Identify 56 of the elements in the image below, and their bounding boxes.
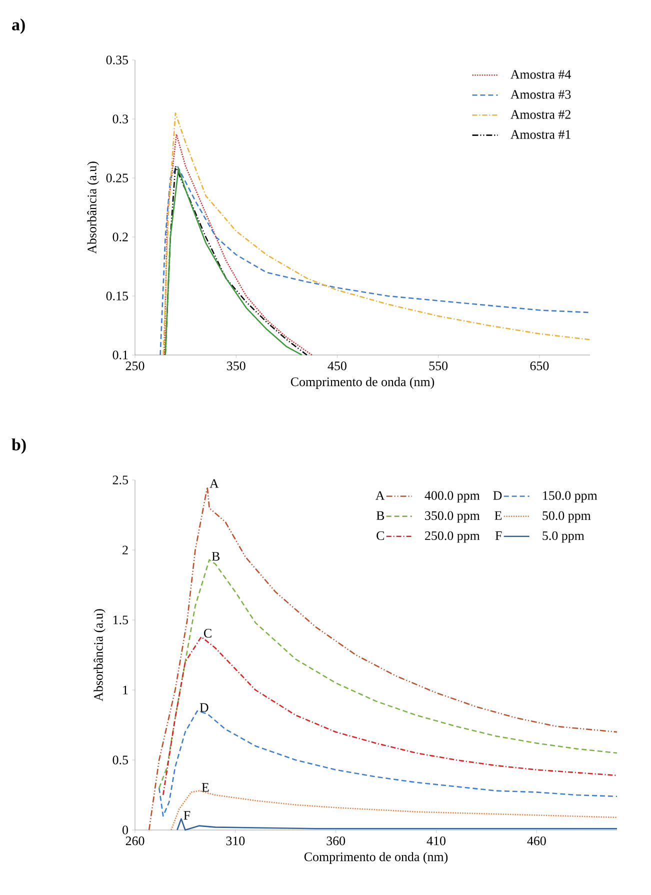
line-series bbox=[162, 112, 591, 356]
text: E bbox=[494, 511, 502, 520]
text: A bbox=[376, 491, 385, 500]
text: F bbox=[495, 531, 502, 540]
y-tick-label: 1 bbox=[123, 686, 128, 694]
y-tick-label: 0.2 bbox=[112, 232, 128, 242]
line-series bbox=[170, 790, 618, 831]
y-tick-label: 0.3 bbox=[112, 114, 128, 124]
x-axis-title: Comprimento de onda (nm) bbox=[304, 852, 448, 864]
text: C bbox=[376, 531, 384, 540]
y-tick-label: 2.5 bbox=[112, 476, 128, 484]
y-tick-label: 0.25 bbox=[106, 174, 128, 182]
x-tick-label: 460 bbox=[527, 836, 546, 846]
line-series bbox=[162, 636, 618, 796]
y-axis-title: Absorbância (a.u) bbox=[94, 609, 106, 702]
y-tick-label: 2 bbox=[122, 546, 128, 554]
chart-title: a) bbox=[12, 18, 25, 34]
text: D bbox=[493, 491, 502, 500]
x-tick-label: 360 bbox=[326, 836, 346, 846]
y-tick-label: 0 bbox=[122, 826, 128, 834]
y-tick-label: 0.5 bbox=[112, 756, 128, 764]
y-tick-label: 1.5 bbox=[113, 616, 128, 624]
y-tick-label: 0.1 bbox=[112, 350, 128, 360]
legend-label: 250.0 ppm bbox=[425, 531, 480, 543]
legend-label: Amostra #1 bbox=[510, 130, 570, 139]
annotation: A bbox=[210, 479, 219, 488]
line-series bbox=[164, 134, 313, 356]
y-tick-label: 0.35 bbox=[106, 56, 128, 64]
text: B bbox=[376, 511, 384, 520]
x-tick-label: 250 bbox=[126, 362, 144, 370]
x-tick-label: 650 bbox=[530, 362, 549, 370]
y-axis-title: Absorbância (a.u) bbox=[87, 162, 99, 254]
annotation: F bbox=[184, 811, 190, 820]
annotation: D bbox=[200, 703, 208, 712]
annotation: B bbox=[212, 552, 220, 561]
x-tick-label: 260 bbox=[126, 836, 144, 846]
x-tick-label: 310 bbox=[226, 836, 245, 846]
legend-label: Amostra #3 bbox=[510, 90, 571, 99]
chart-title: b) bbox=[12, 438, 26, 454]
legend-label: 5.0 ppm bbox=[542, 531, 584, 543]
legend-label: 350.0 ppm bbox=[425, 511, 480, 523]
annotation: E bbox=[202, 783, 209, 792]
legend-label: Amostra #4 bbox=[510, 70, 571, 79]
y-tick-label: 0.15 bbox=[106, 292, 128, 300]
line-series bbox=[160, 166, 591, 356]
annotation: C bbox=[204, 628, 212, 638]
x-tick-label: 550 bbox=[429, 362, 448, 370]
x-tick-label: 350 bbox=[227, 362, 246, 370]
x-tick-label: 410 bbox=[426, 836, 446, 846]
x-axis-title: Comprimento de onda (nm) bbox=[290, 377, 434, 389]
legend-label: 400.0 ppm bbox=[424, 491, 480, 503]
legend-label: Amostra #2 bbox=[510, 110, 570, 119]
legend-label: 50.0 ppm bbox=[542, 511, 591, 523]
legend-label: 150.0 ppm bbox=[543, 491, 598, 503]
x-tick-label: 450 bbox=[328, 362, 346, 370]
line-series bbox=[148, 486, 618, 831]
